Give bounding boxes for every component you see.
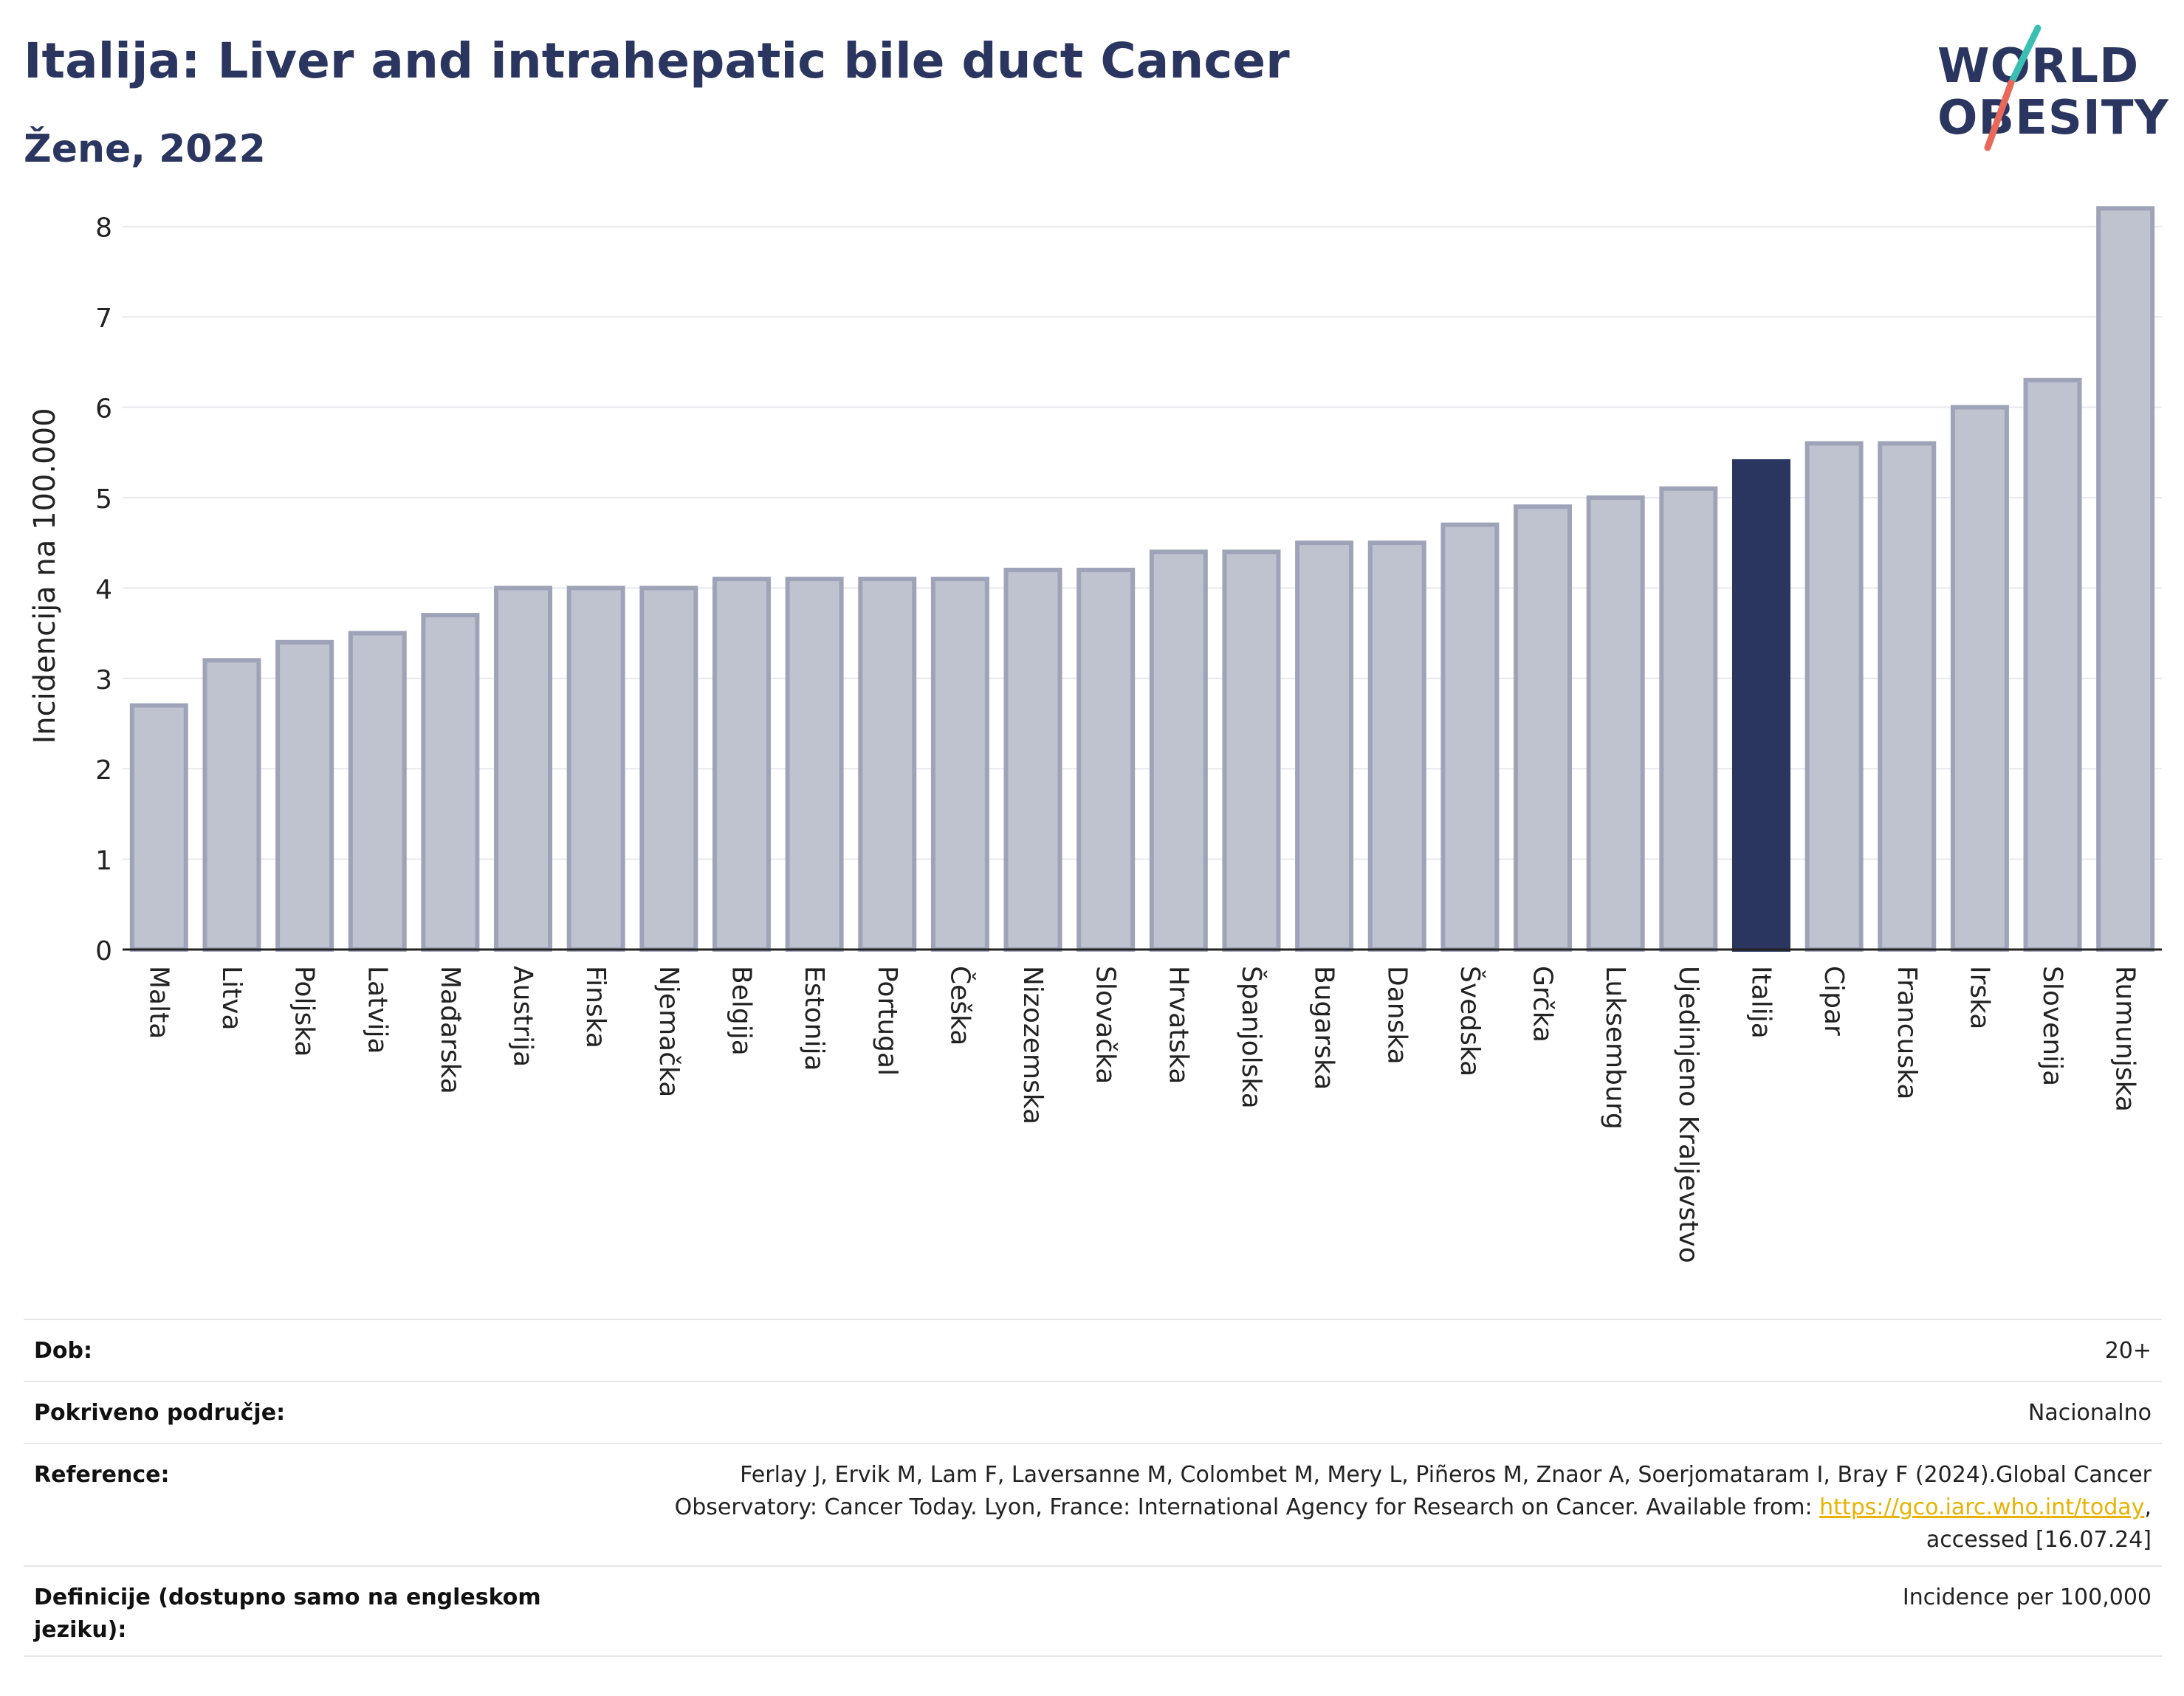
x-tick-label: Španjolska — [1236, 966, 1267, 1109]
y-tick-label: 8 — [95, 213, 112, 244]
bars — [129, 206, 2155, 952]
y-tick-label: 1 — [95, 846, 112, 876]
reference-link[interactable]: https://gco.iarc.who.int/today — [1819, 1494, 2145, 1520]
bar-austrija — [494, 586, 553, 952]
bar-njemačka — [639, 586, 698, 952]
meta-label: Reference: — [34, 1462, 170, 1488]
page-subtitle: Žene, 2022 — [24, 127, 266, 171]
meta-value: Incidence per 100,000 — [1902, 1585, 2152, 1610]
x-tick-label: Rumunjska — [2110, 966, 2140, 1112]
meta-label: Pokriveno područje: — [34, 1400, 286, 1426]
bar-mađarska — [421, 613, 480, 952]
y-tick-label: 0 — [95, 936, 112, 967]
reference-accessed: , accessed [16.07.24] — [1926, 1494, 2152, 1553]
reference-text: Ferlay J, Ervik M, Lam F, Laversanne M, … — [674, 1462, 2152, 1520]
bar-grčka — [1514, 504, 1573, 952]
meta-row-reference: Reference: Ferlay J, Ervik M, Lam F, Lav… — [24, 1443, 2162, 1565]
bar-italija — [1731, 459, 1790, 952]
x-tick-label: Bugarska — [1309, 966, 1339, 1090]
y-tick-label: 7 — [95, 303, 112, 334]
logo-slash-icon — [1984, 24, 2042, 151]
x-tick-label: Litva — [216, 966, 247, 1031]
bar-slovačka — [1076, 567, 1136, 952]
x-tick-label: Latvija — [362, 966, 392, 1054]
x-tick-label: Estonija — [799, 966, 829, 1071]
x-tick-label: Finska — [580, 966, 611, 1048]
bar-francuska — [1878, 441, 1937, 952]
bar-slovenija — [2023, 377, 2082, 952]
meta-row-coverage: Pokriveno područje: Nacionalno — [24, 1381, 2162, 1443]
bar-cipar — [1804, 441, 1864, 952]
x-tick-label: Češka — [944, 966, 975, 1046]
x-tick-label: Poljska — [289, 966, 320, 1057]
y-tick-label: 3 — [95, 665, 112, 696]
y-axis-label: Incidencija na 100.000 — [28, 408, 62, 744]
page-title: Italija: Liver and intrahepatic bile duc… — [24, 32, 1290, 89]
x-tick-label: Belgija — [726, 966, 756, 1056]
bar-danska — [1367, 540, 1426, 952]
table-bottom-rule — [24, 1655, 2162, 1657]
metadata-table: Dob: 20+ Pokriveno područje: Nacionalno … — [24, 1319, 2162, 1657]
world-obesity-logo: WORLD OBESITY — [1920, 22, 2171, 155]
x-tick-label: Cipar — [1819, 966, 1849, 1036]
bar-latvija — [348, 631, 407, 952]
bar-finska — [566, 586, 625, 952]
x-tick-label: Ujedinjeno Kraljevstvo — [1673, 966, 1703, 1263]
bar-rumunjska — [2096, 206, 2155, 952]
y-tick-label: 4 — [95, 574, 112, 605]
bar-chart: 0 1 2 3 4 5 6 7 8 Malta Litva Poljska Latvija Mađarsk… — [28, 206, 2162, 1263]
bar-irska — [1950, 405, 2009, 952]
x-tick-label: Danska — [1381, 966, 1412, 1065]
bar-ujedinjeno-kraljevstvo — [1659, 486, 1718, 952]
bar-estonija — [785, 577, 844, 952]
meta-value: Ferlay J, Ervik M, Lam F, Laversanne M, … — [631, 1459, 2152, 1556]
x-tick-label: Austrija — [508, 966, 538, 1067]
x-tick-label: Hrvatska — [1163, 966, 1193, 1084]
x-tick-label: Grčka — [1528, 966, 1558, 1043]
bar-češka — [930, 577, 989, 952]
bar-litva — [202, 658, 261, 952]
x-tick-label: Francuska — [1892, 966, 1922, 1099]
x-tick-label: Malta — [143, 966, 174, 1039]
bar-švedska — [1440, 522, 1500, 952]
meta-row-age: Dob: 20+ — [24, 1319, 2162, 1381]
meta-row-definitions: Definicije (dostupno samo na engleskom j… — [24, 1565, 2162, 1657]
x-tick-label: Italija — [1745, 966, 1776, 1039]
meta-label: Definicije (dostupno samo na engleskom j… — [34, 1585, 541, 1643]
meta-label: Dob: — [34, 1338, 92, 1364]
x-tick-label: Švedska — [1455, 966, 1486, 1077]
bar-portugal — [858, 577, 917, 952]
bar-malta — [129, 703, 188, 952]
x-tick-label: Slovačka — [1091, 966, 1121, 1084]
y-tick-label: 5 — [95, 484, 112, 515]
x-tick-label: Njemačka — [653, 966, 684, 1097]
x-tick-label: Portugal — [872, 966, 902, 1076]
y-tick-label: 2 — [95, 755, 112, 786]
axes: 0 1 2 3 4 5 6 7 8 Malta Litva Poljska Latvija Mađarsk… — [95, 213, 2162, 1263]
meta-value: Nacionalno — [2027, 1400, 2152, 1426]
bar-luksemburg — [1586, 495, 1645, 952]
x-tick-label: Luksemburg — [1600, 966, 1630, 1130]
x-tick-label: Irska — [1964, 966, 1994, 1029]
x-tick-label: Mađarska — [435, 966, 465, 1094]
logo-text-obesity: OBESITY — [1937, 91, 2169, 145]
y-tick-label: 6 — [95, 394, 112, 425]
bar-hrvatska — [1149, 549, 1208, 952]
bar-španjolska — [1222, 549, 1281, 952]
x-tick-label: Nizozemska — [1017, 966, 1048, 1125]
logo-text-world: WORLD — [1937, 39, 2140, 94]
bar-poljska — [275, 639, 334, 952]
meta-value: 20+ — [2104, 1338, 2152, 1364]
bar-belgija — [712, 577, 771, 952]
bar-bugarska — [1295, 540, 1354, 952]
x-tick-label: Slovenija — [2037, 966, 2067, 1086]
bar-nizozemska — [1003, 567, 1062, 952]
